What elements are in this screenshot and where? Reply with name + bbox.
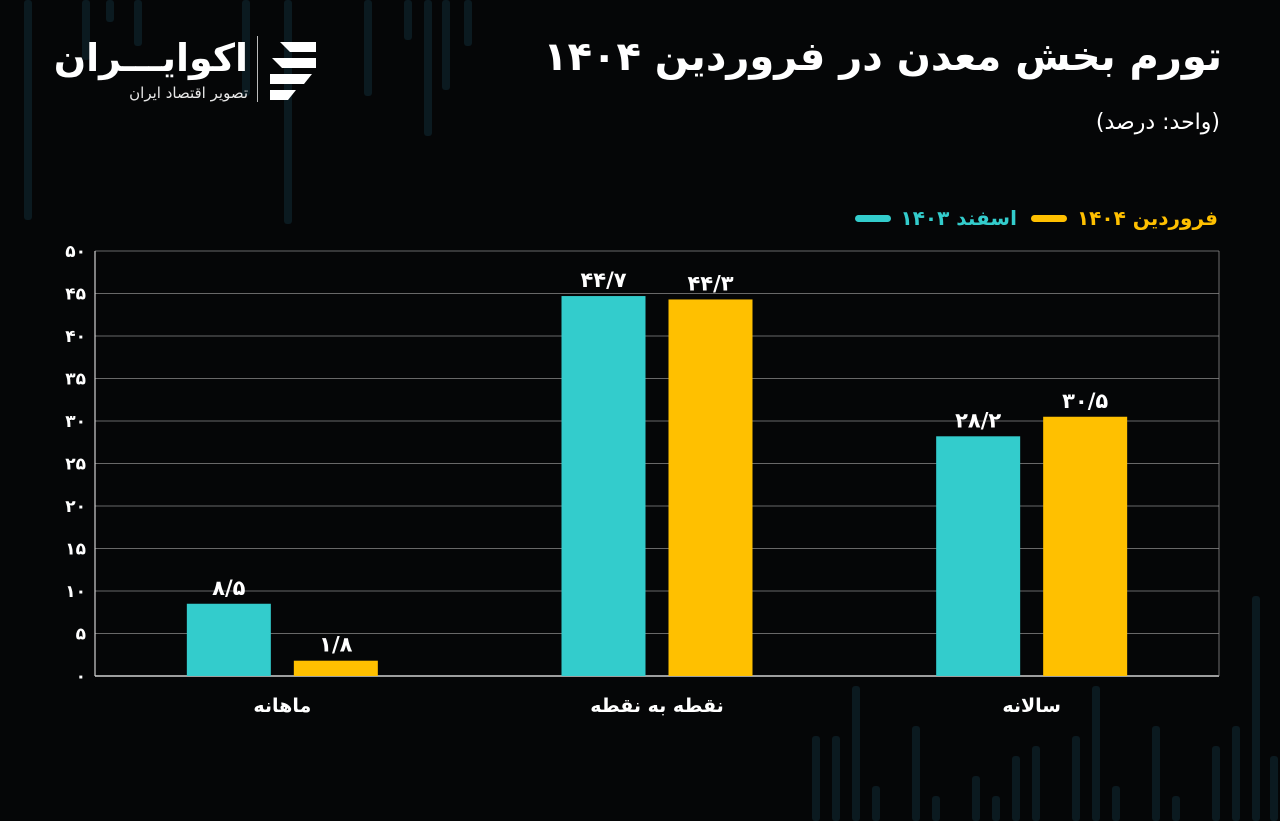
- background-bar-12: [832, 736, 840, 821]
- category-label: ماهانه: [253, 695, 311, 717]
- background-bar-15: [912, 726, 920, 821]
- data-label: ۳۰/۵: [1062, 389, 1108, 413]
- background-bar-11: [812, 736, 820, 821]
- background-bar-0: [24, 0, 32, 220]
- bar-series-1: [561, 296, 646, 676]
- background-bar-2: [106, 0, 114, 22]
- y-tick-label: ۲۵: [65, 455, 86, 475]
- background-bar-22: [1092, 686, 1100, 821]
- background-bar-24: [1152, 726, 1160, 821]
- bar-series-2: [293, 660, 378, 676]
- background-bar-5: [284, 0, 292, 224]
- brand-logo: اکوایـــران تصویر اقتصاد ایران: [50, 30, 320, 110]
- data-label: ۲۸/۲: [955, 408, 1001, 432]
- chart-legend: اسفند ۱۴۰۳ فروردین ۱۴۰۴: [854, 206, 1218, 230]
- legend-label-series-1: اسفند ۱۴۰۳: [900, 206, 1017, 230]
- bar-series-2: [668, 299, 753, 676]
- bar-series-1: [186, 603, 271, 676]
- page-title: تورم بخش معدن در فروردین ۱۴۰۴: [543, 34, 1222, 80]
- background-bar-1: [82, 0, 90, 60]
- bar-series-2: [1043, 416, 1128, 676]
- y-tick-label: ۲۰: [65, 497, 86, 517]
- data-label: ۴۴/۳: [687, 271, 733, 295]
- logo-tagline: تصویر اقتصاد ایران: [129, 84, 248, 102]
- background-bar-26: [1212, 746, 1220, 821]
- y-tick-label: ۴۰: [65, 327, 86, 347]
- background-bar-4: [242, 0, 250, 96]
- background-bar-6: [364, 0, 372, 96]
- legend-label-series-2: فروردین ۱۴۰۴: [1076, 206, 1218, 230]
- category-label: سالانه: [1002, 695, 1061, 717]
- logo-name: اکوایـــران: [53, 36, 248, 80]
- legend-swatch-series-2: [1030, 214, 1067, 222]
- bar-series-1: [936, 436, 1021, 676]
- background-bar-18: [992, 796, 1000, 821]
- background-bar-10: [464, 0, 472, 46]
- logo-divider: [257, 36, 258, 102]
- background-bar-7: [404, 0, 412, 40]
- background-bar-17: [972, 776, 980, 821]
- background-bar-27: [1232, 726, 1240, 821]
- legend-item-series-2: فروردین ۱۴۰۴: [1030, 206, 1218, 230]
- background-bar-3: [134, 0, 142, 46]
- data-label: ۸/۵: [212, 576, 245, 600]
- y-tick-label: ۳۵: [65, 370, 86, 390]
- background-bar-25: [1172, 796, 1180, 821]
- y-tick-label: ۳۰: [65, 412, 86, 432]
- legend-item-series-1: اسفند ۱۴۰۳: [854, 206, 1017, 230]
- background-bar-29: [1270, 756, 1278, 821]
- data-label: ۴۴/۷: [580, 268, 626, 292]
- y-tick-label: ۴۵: [65, 285, 86, 305]
- legend-swatch-series-1: [854, 214, 891, 222]
- y-tick-label: ۰: [76, 667, 86, 687]
- y-tick-label: ۱۰: [65, 582, 86, 602]
- y-tick-label: ۵: [76, 625, 86, 645]
- background-bar-13: [852, 686, 860, 821]
- background-bar-21: [1072, 736, 1080, 821]
- data-label: ۱/۸: [319, 633, 352, 657]
- background-bar-8: [424, 0, 432, 136]
- y-tick-label: ۵۰: [65, 242, 86, 262]
- logo-mark-icon: [270, 42, 316, 100]
- category-label: نقطه به نقطه: [590, 695, 724, 717]
- background-bar-16: [932, 796, 940, 821]
- background-bar-19: [1012, 756, 1020, 821]
- background-bar-28: [1252, 596, 1260, 821]
- background-bar-20: [1032, 746, 1040, 821]
- unit-subtitle: (واحد: درصد): [1095, 110, 1220, 135]
- background-bar-23: [1112, 786, 1120, 821]
- y-tick-label: ۱۵: [65, 540, 86, 560]
- background-bar-9: [442, 0, 450, 90]
- background-bar-14: [872, 786, 880, 821]
